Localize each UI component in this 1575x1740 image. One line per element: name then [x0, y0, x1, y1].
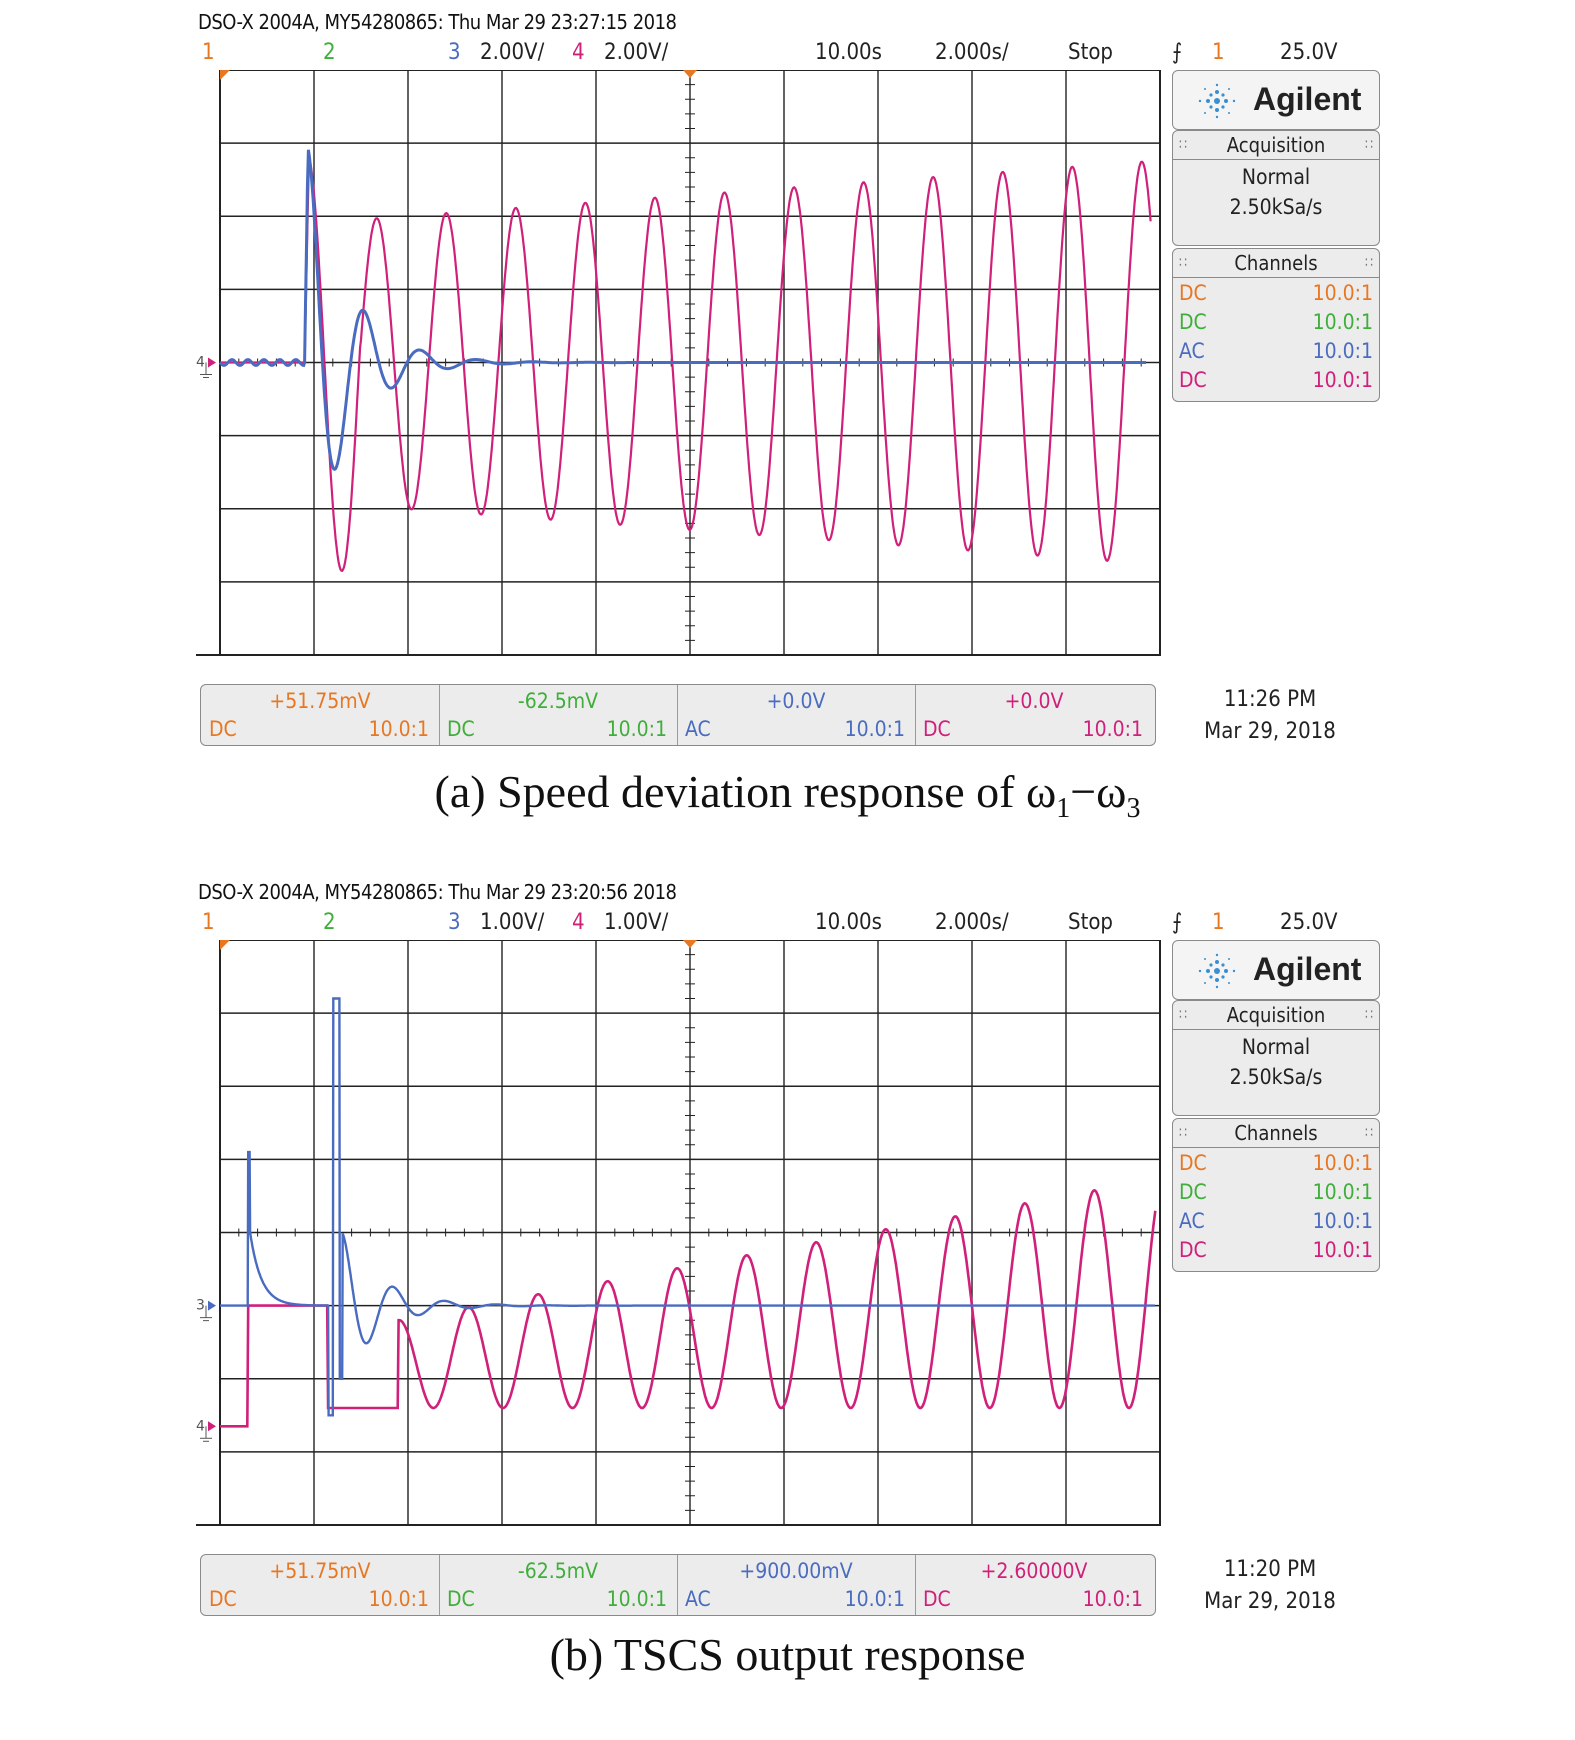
ch3-ground-marker [208, 1300, 216, 1311]
brand-name: Agilent [1253, 951, 1362, 987]
ch1-label[interactable]: 1 [202, 910, 215, 935]
ch2-offset-cell[interactable]: -62.5mV DC 10.0:1 [439, 685, 678, 745]
ch1-offset-cell[interactable]: +51.75mV DC 10.0:1 [201, 685, 440, 745]
acquisition-mode: Normal [1241, 165, 1311, 189]
scope-clock: 11:26 PM Mar 29, 2018 [1190, 684, 1350, 748]
brand-box: Agilent [1172, 70, 1380, 130]
channel-status-row: 1 2 3 1.00V/ 4 1.00V/ 10.00s 2.000s/ Sto… [0, 910, 1340, 936]
channel-row-3[interactable]: AC 10.0:1 [1179, 339, 1373, 363]
channel-status-row: 1 2 3 2.00V/ 4 2.00V/ 10.00s 2.000s/ Sto… [0, 40, 1340, 66]
channel-offset-bar: +51.75mV DC 10.0:1 -62.5mV DC 10.0:1 +0.0V AC… [200, 684, 1156, 746]
acquisition-panel[interactable]: ∷ Acquisition ∷ Normal 2.50kSa/s [1172, 1000, 1380, 1116]
grip-icon: ∷ [1364, 137, 1373, 153]
ch1-offset-cell[interactable]: +51.75mV DC 10.0:1 [201, 1555, 440, 1615]
ch1-marker [220, 70, 230, 80]
oscilloscope-b: DSO-X 2004A, MY54280865: Thu Mar 29 23:2… [0, 870, 1575, 1740]
grip-icon: ∷ [1364, 1007, 1373, 1023]
channel-row-4[interactable]: DC 10.0:1 [1179, 368, 1373, 392]
grip-icon: ∷ [1179, 137, 1188, 153]
ch4-label[interactable]: 4 [572, 910, 585, 935]
ch3-label[interactable]: 3 [448, 910, 461, 935]
waveform-display: 34 [196, 940, 1161, 1526]
scope-header: DSO-X 2004A, MY54280865: Thu Mar 29 23:2… [198, 10, 677, 34]
channel-row-2[interactable]: DC 10.0:1 [1179, 310, 1373, 334]
grip-icon: ∷ [1179, 1125, 1188, 1141]
clock-date: Mar 29, 2018 [1204, 1589, 1336, 1614]
waveform-display: 4 [196, 70, 1161, 656]
scope-header: DSO-X 2004A, MY54280865: Thu Mar 29 23:2… [198, 880, 677, 904]
channels-panel[interactable]: ∷ Channels ∷ DC 10.0:1 DC 10.0:1 AC 10.0:1 … [1172, 1118, 1380, 1272]
acquisition-title: ∷ Acquisition ∷ [1173, 1001, 1379, 1030]
ch4-ground-marker-label: 4 [196, 355, 205, 371]
brand-box: Agilent [1172, 940, 1380, 1000]
channels-title: ∷ Channels ∷ [1173, 249, 1379, 278]
ch2-label[interactable]: 2 [323, 40, 336, 65]
trigger-edge-icon: ⨍ [1172, 40, 1183, 65]
agilent-spark-icon [1198, 83, 1236, 119]
ch1-label[interactable]: 1 [202, 40, 215, 65]
channels-title: ∷ Channels ∷ [1173, 1119, 1379, 1148]
ch3-scale: 2.00V/ [480, 40, 545, 65]
grip-icon: ∷ [1179, 1007, 1188, 1023]
ch3-scale: 1.00V/ [480, 910, 545, 935]
sample-rate: 2.50kSa/s [1229, 195, 1323, 219]
figure-caption-b: (b) TSCS output response [549, 1629, 1026, 1680]
ch4-trace [220, 157, 1152, 573]
ch3-offset-cell[interactable]: +900.00mV AC 10.0:1 [677, 1555, 916, 1615]
clock-time: 11:26 PM [1223, 687, 1317, 712]
ch4-scale: 2.00V/ [604, 40, 669, 65]
channels-panel[interactable]: ∷ Channels ∷ DC 10.0:1 DC 10.0:1 AC 10.0:1 … [1172, 248, 1380, 402]
scope-clock: 11:20 PM Mar 29, 2018 [1190, 1554, 1350, 1618]
ch1-marker [220, 940, 230, 950]
ch4-ground-marker-label: 4 [196, 1418, 205, 1434]
ch3-trace [220, 997, 1155, 1417]
channel-row-2[interactable]: DC 10.0:1 [1179, 1180, 1373, 1204]
time-delay: 10.00s [815, 910, 882, 935]
grip-icon: ∷ [1364, 1125, 1373, 1141]
trigger-position-marker [683, 70, 697, 78]
ch4-scale: 1.00V/ [604, 910, 669, 935]
ch4-ground-marker [208, 1421, 216, 1432]
run-state[interactable]: Stop [1068, 910, 1113, 935]
acquisition-mode: Normal [1241, 1035, 1311, 1059]
grip-icon: ∷ [1364, 255, 1373, 271]
grip-icon: ∷ [1179, 255, 1188, 271]
time-scale: 2.000s/ [935, 40, 1009, 65]
trigger-level: 25.0V [1280, 910, 1338, 935]
channel-row-3[interactable]: AC 10.0:1 [1179, 1209, 1373, 1233]
clock-date: Mar 29, 2018 [1204, 719, 1336, 744]
agilent-spark-icon [1198, 953, 1236, 989]
ch3-ground-marker-label: 3 [196, 1298, 205, 1314]
ch3-offset-cell[interactable]: +0.0V AC 10.0:1 [677, 685, 916, 745]
time-scale: 2.000s/ [935, 910, 1009, 935]
channel-row-4[interactable]: DC 10.0:1 [1179, 1238, 1373, 1262]
ch2-label[interactable]: 2 [323, 910, 336, 935]
acquisition-panel[interactable]: ∷ Acquisition ∷ Normal 2.50kSa/s [1172, 130, 1380, 246]
sample-rate: 2.50kSa/s [1229, 1065, 1323, 1089]
run-state[interactable]: Stop [1068, 40, 1113, 65]
ch3-trace [218, 149, 1146, 472]
trigger-edge-icon: ⨍ [1172, 910, 1183, 935]
time-delay: 10.00s [815, 40, 882, 65]
channel-offset-bar: +51.75mV DC 10.0:1 -62.5mV DC 10.0:1 +900.00… [200, 1554, 1156, 1616]
ch4-trace [220, 1189, 1157, 1428]
brand-name: Agilent [1253, 81, 1362, 117]
ch4-label[interactable]: 4 [572, 40, 585, 65]
clock-time: 11:20 PM [1223, 1557, 1317, 1582]
acquisition-title: ∷ Acquisition ∷ [1173, 131, 1379, 160]
ch4-offset-cell[interactable]: +0.0V DC 10.0:1 [923, 689, 1143, 741]
channel-row-1[interactable]: DC 10.0:1 [1179, 1151, 1373, 1175]
channel-row-1[interactable]: DC 10.0:1 [1179, 281, 1373, 305]
figure-caption-a: (a) Speed deviation response of ω1−ω3 [434, 766, 1141, 825]
oscilloscope-a: DSO-X 2004A, MY54280865: Thu Mar 29 23:2… [0, 10, 1380, 825]
trigger-source: 1 [1212, 910, 1225, 935]
ch2-offset-cell[interactable]: -62.5mV DC 10.0:1 [439, 1555, 678, 1615]
trigger-source: 1 [1212, 40, 1225, 65]
ch4-ground-marker [208, 357, 216, 368]
ch3-label[interactable]: 3 [448, 40, 461, 65]
trigger-level: 25.0V [1280, 40, 1338, 65]
trigger-position-marker [683, 940, 697, 948]
ch4-offset-cell[interactable]: +2.60000V DC 10.0:1 [923, 1559, 1143, 1611]
